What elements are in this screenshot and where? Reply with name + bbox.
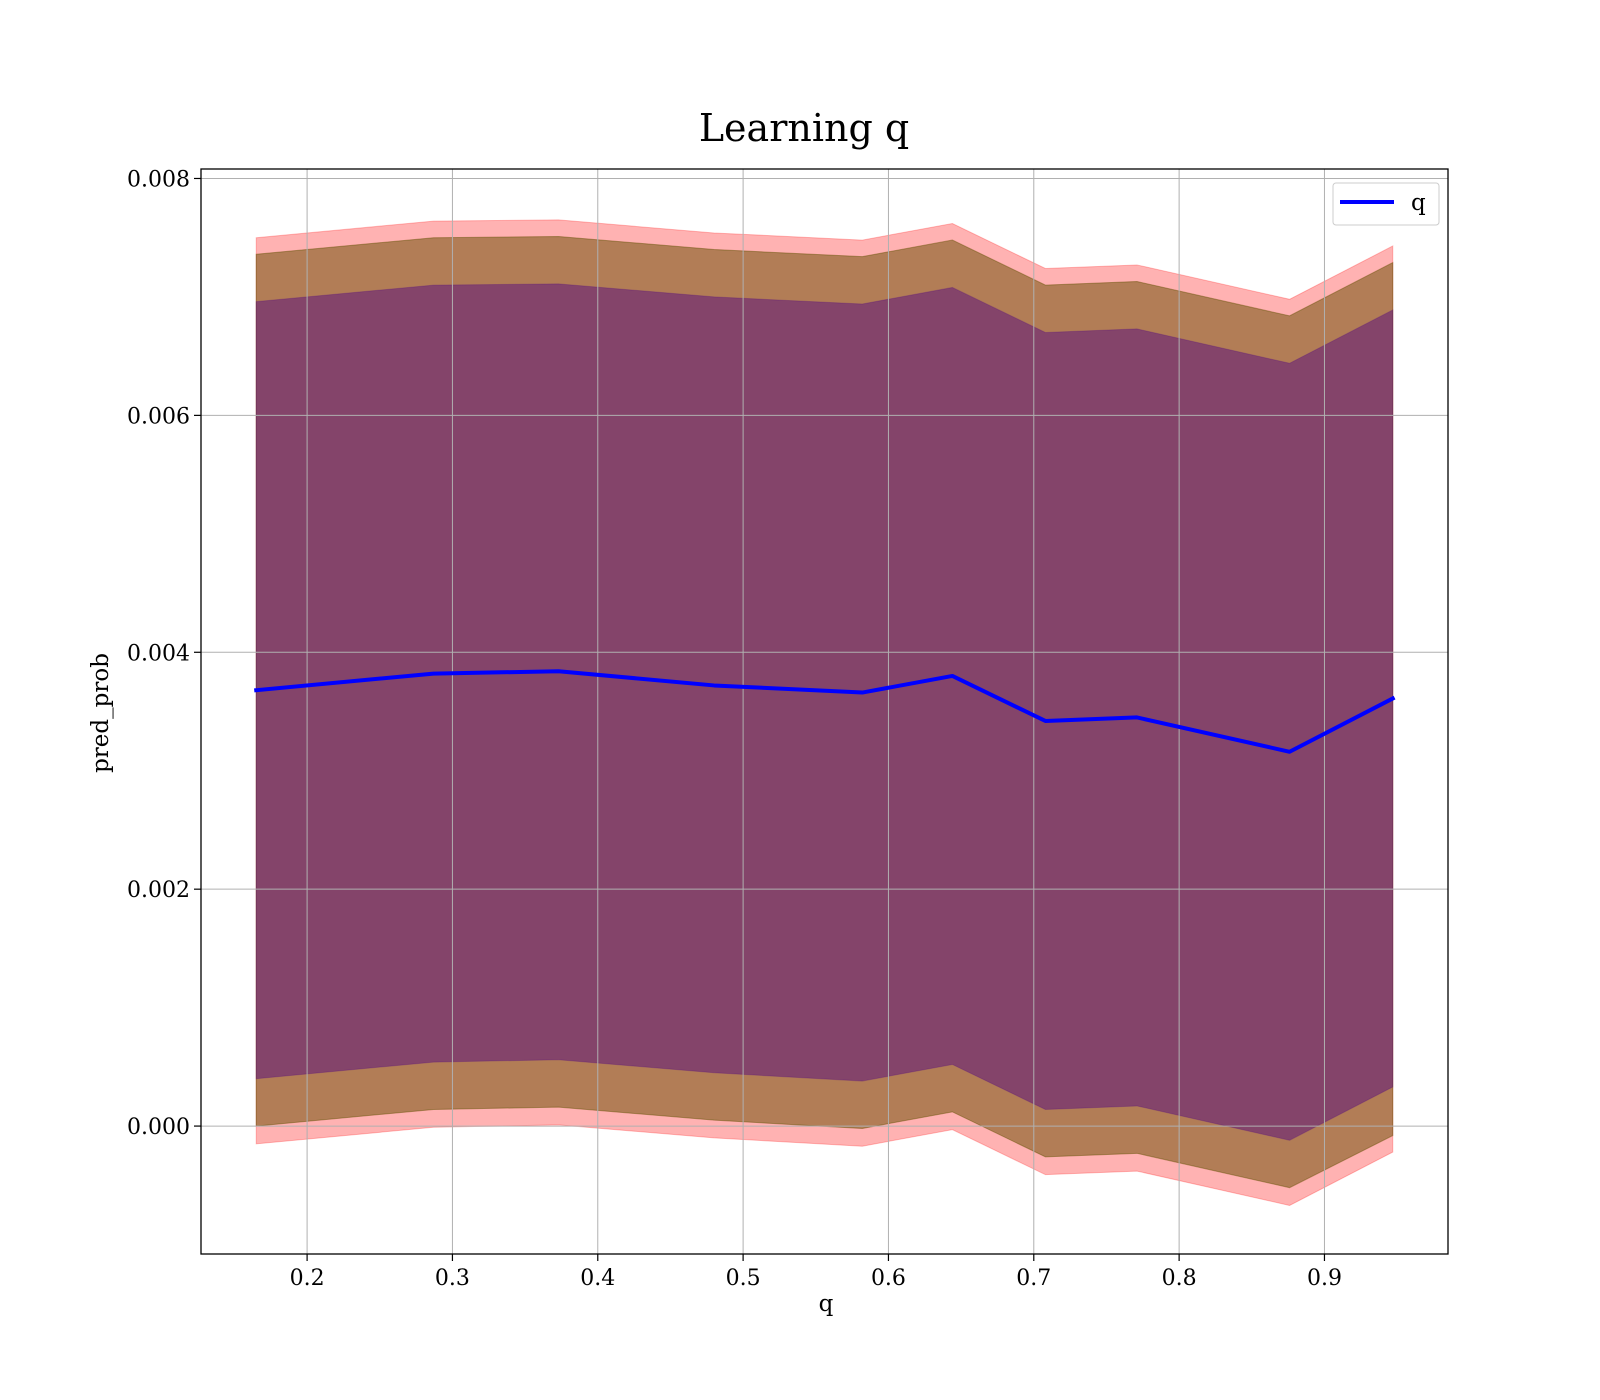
confidence-band-3 [255, 283, 1394, 1141]
x-tick-label: 0.8 [1162, 1266, 1197, 1291]
confidence-bands [255, 219, 1394, 1206]
y-tick-label: 0.006 [127, 404, 190, 429]
series-lines [254, 669, 1396, 754]
x-tick-label: 0.2 [290, 1266, 325, 1291]
x-tick-label: 0.9 [1307, 1266, 1342, 1291]
x-tick-label: 0.6 [871, 1266, 906, 1291]
y-tick-label: 0.004 [127, 641, 190, 666]
chart-title: Learning q [699, 106, 909, 150]
plot-frame [200, 168, 1449, 1255]
x-tick-label: 0.7 [1016, 1266, 1051, 1291]
confidence-band-2 [255, 236, 1394, 1189]
confidence-band-1 [255, 236, 1394, 1189]
x-tick-label: 0.4 [580, 1266, 615, 1291]
y-tick-label: 0.000 [127, 1115, 190, 1140]
axes: 0.2 0.3 0.4 0.5 0.6 0.7 0.8 0.9 0.000 0.002 0.004 0… [127, 167, 1449, 1291]
grid [201, 169, 1448, 1254]
legend: q [1332, 182, 1440, 226]
legend-label-q: q [1411, 190, 1426, 216]
x-tick-label: 0.3 [435, 1266, 470, 1291]
y-tick-label: 0.008 [127, 167, 190, 192]
confidence-band-0 [255, 219, 1394, 1206]
y-tick-label: 0.002 [127, 878, 190, 903]
series-line-q [254, 669, 1396, 754]
x-tick-label: 0.5 [726, 1266, 761, 1291]
x-axis-label: q [819, 1291, 834, 1317]
y-axis-label: pred_prob [88, 653, 114, 773]
